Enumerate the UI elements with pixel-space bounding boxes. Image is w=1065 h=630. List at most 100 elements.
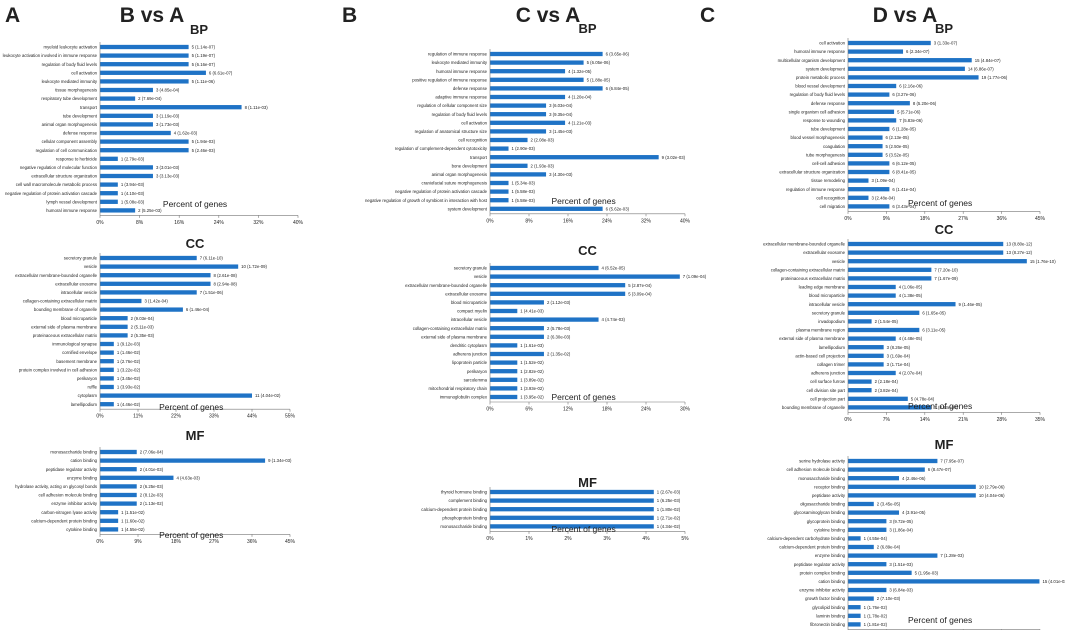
- category-label: cell recognition: [816, 195, 845, 200]
- bar: [848, 135, 883, 140]
- bar-value-label: 15 (4.01e-03): [1042, 579, 1065, 584]
- bar-value-label: 1 (5.08e-03): [121, 199, 145, 204]
- x-tick-label: 28%: [997, 417, 1008, 423]
- category-label: extracellular exosome: [55, 281, 97, 286]
- x-tick-label: 2%: [564, 536, 572, 542]
- bar-value-label: 2 (3.45e-05): [877, 502, 901, 507]
- bar: [490, 103, 547, 108]
- category-label: enzyme binding: [67, 475, 98, 480]
- chart-B-MF: MF thyroid hormone binding 1 (2.67e-03) com…: [421, 475, 689, 542]
- bar: [490, 155, 659, 160]
- category-label: peptidase regulator activity: [46, 467, 98, 472]
- bar: [490, 308, 518, 314]
- bar-value-label: 5 (2.87e-04): [628, 283, 652, 288]
- bar-value-label: 3 (1.69e-04): [887, 353, 911, 358]
- bar: [848, 493, 976, 498]
- category-label: intracellular vesicle: [809, 302, 846, 307]
- category-label: cell activation: [819, 41, 845, 46]
- bar: [490, 507, 654, 512]
- bar-value-label: 10 (4.04e-06): [979, 493, 1005, 498]
- bar: [100, 87, 153, 93]
- category-label: perikaryon: [77, 376, 98, 381]
- bar-value-label: 6 (1.28e-05): [892, 127, 916, 132]
- bar: [490, 198, 509, 203]
- category-label: immunological synapse: [52, 342, 97, 347]
- bar: [490, 94, 566, 100]
- category-label: cell activation: [461, 120, 487, 125]
- category-label: craniofacial suture morphogenesis: [422, 181, 487, 186]
- x-axis-label: Percent of genes: [159, 530, 223, 540]
- panel-letter-C: C: [700, 4, 715, 27]
- bar-value-label: 2 (2.18e-04): [875, 379, 899, 384]
- bar-value-label: 1 (3.94e-03): [121, 182, 145, 187]
- category-label: collagen-containing extracellular matrix: [23, 299, 98, 304]
- bar: [100, 290, 197, 295]
- bar-value-label: 5 (3.52e-05): [886, 152, 910, 157]
- x-tick-label: 36%: [997, 216, 1008, 222]
- bar-value-label: 7 (1.51e-06): [200, 290, 224, 295]
- category-label: regulation of anatomical structure size: [415, 129, 488, 134]
- bar-value-label: 1 (4.10e-03): [121, 191, 145, 196]
- x-tick-label: 18%: [920, 216, 931, 222]
- x-tick-label: 45%: [1035, 216, 1046, 222]
- bar-value-label: 5 (1.88e-05): [587, 77, 611, 82]
- category-label: growth factor binding: [805, 596, 845, 601]
- bar-value-label: 6 (2.13e-05): [886, 135, 910, 140]
- category-label: monosaccharide binding: [798, 476, 845, 481]
- bar-value-label: 6 (2.34e-07): [906, 49, 930, 54]
- bar: [490, 360, 518, 365]
- category-label: monosaccharide binding: [440, 524, 487, 529]
- bar: [100, 467, 137, 472]
- bar-value-label: 4 (1.38e-05): [899, 293, 923, 298]
- x-tick-label: 0%: [844, 216, 852, 222]
- panel-comparison-title: B vs A: [120, 4, 185, 27]
- x-axis-label: Percent of genes: [908, 198, 972, 208]
- bar: [848, 596, 874, 601]
- bar: [490, 369, 518, 374]
- category-label: cell activation: [71, 70, 97, 75]
- bar-value-label: 6 (8.47e-07): [928, 467, 952, 472]
- x-tick-label: 33%: [209, 414, 220, 420]
- bar: [490, 524, 654, 529]
- x-axis-label: Percent of genes: [159, 402, 223, 412]
- x-axis-label: Percent of genes: [163, 199, 227, 209]
- category-label: regulation of cell communication: [36, 148, 98, 153]
- category-label: protein complex binding: [800, 570, 846, 575]
- bar-value-label: 3 (1.51e-03): [889, 562, 913, 567]
- bar-value-label: 19 (1.77e-06): [982, 75, 1008, 80]
- category-label: transport: [470, 155, 488, 160]
- bar-value-label: 1 (2.90e-03): [512, 146, 536, 151]
- category-label: phosphoprotein binding: [442, 515, 487, 520]
- bar-value-label: 2 (3.82e-04): [875, 388, 899, 393]
- bar: [100, 367, 114, 372]
- bar: [848, 613, 861, 618]
- category-label: extracellular exosome: [803, 250, 845, 255]
- bar: [100, 208, 136, 213]
- category-label: vesicle: [474, 274, 488, 279]
- x-axis-label: Percent of genes: [908, 615, 972, 625]
- bar-value-label: 5 (1.11e-06): [192, 79, 216, 84]
- bar-value-label: 2 (7.10e-03): [877, 596, 901, 601]
- bar: [100, 527, 119, 532]
- x-tick-label: 24%: [602, 218, 613, 224]
- chart-title: BP: [578, 21, 596, 36]
- bar-value-label: 5 (1.94e-03): [192, 139, 216, 144]
- x-tick-label: 0%: [96, 220, 104, 226]
- category-label: transport: [80, 105, 98, 110]
- bar: [100, 255, 197, 261]
- category-label: calcium-dependent carbohydrate binding: [767, 536, 845, 541]
- bar: [848, 241, 1004, 247]
- category-label: complement binding: [449, 498, 488, 503]
- category-label: calcium-dependent protein binding: [779, 545, 845, 550]
- bar: [490, 274, 680, 279]
- bar: [490, 300, 544, 305]
- chart-title: BP: [935, 21, 953, 36]
- bar-value-label: 14 (6.86e-07): [968, 66, 994, 71]
- x-tick-label: 0%: [486, 536, 494, 542]
- bar: [100, 492, 137, 498]
- x-tick-label: 3%: [603, 536, 611, 542]
- bar-value-label: 1 (4.55e-04): [864, 536, 888, 541]
- category-label: myeloid leukocyte activation: [44, 45, 98, 50]
- bar: [100, 350, 114, 355]
- category-label: intracellular vesicle: [451, 317, 488, 322]
